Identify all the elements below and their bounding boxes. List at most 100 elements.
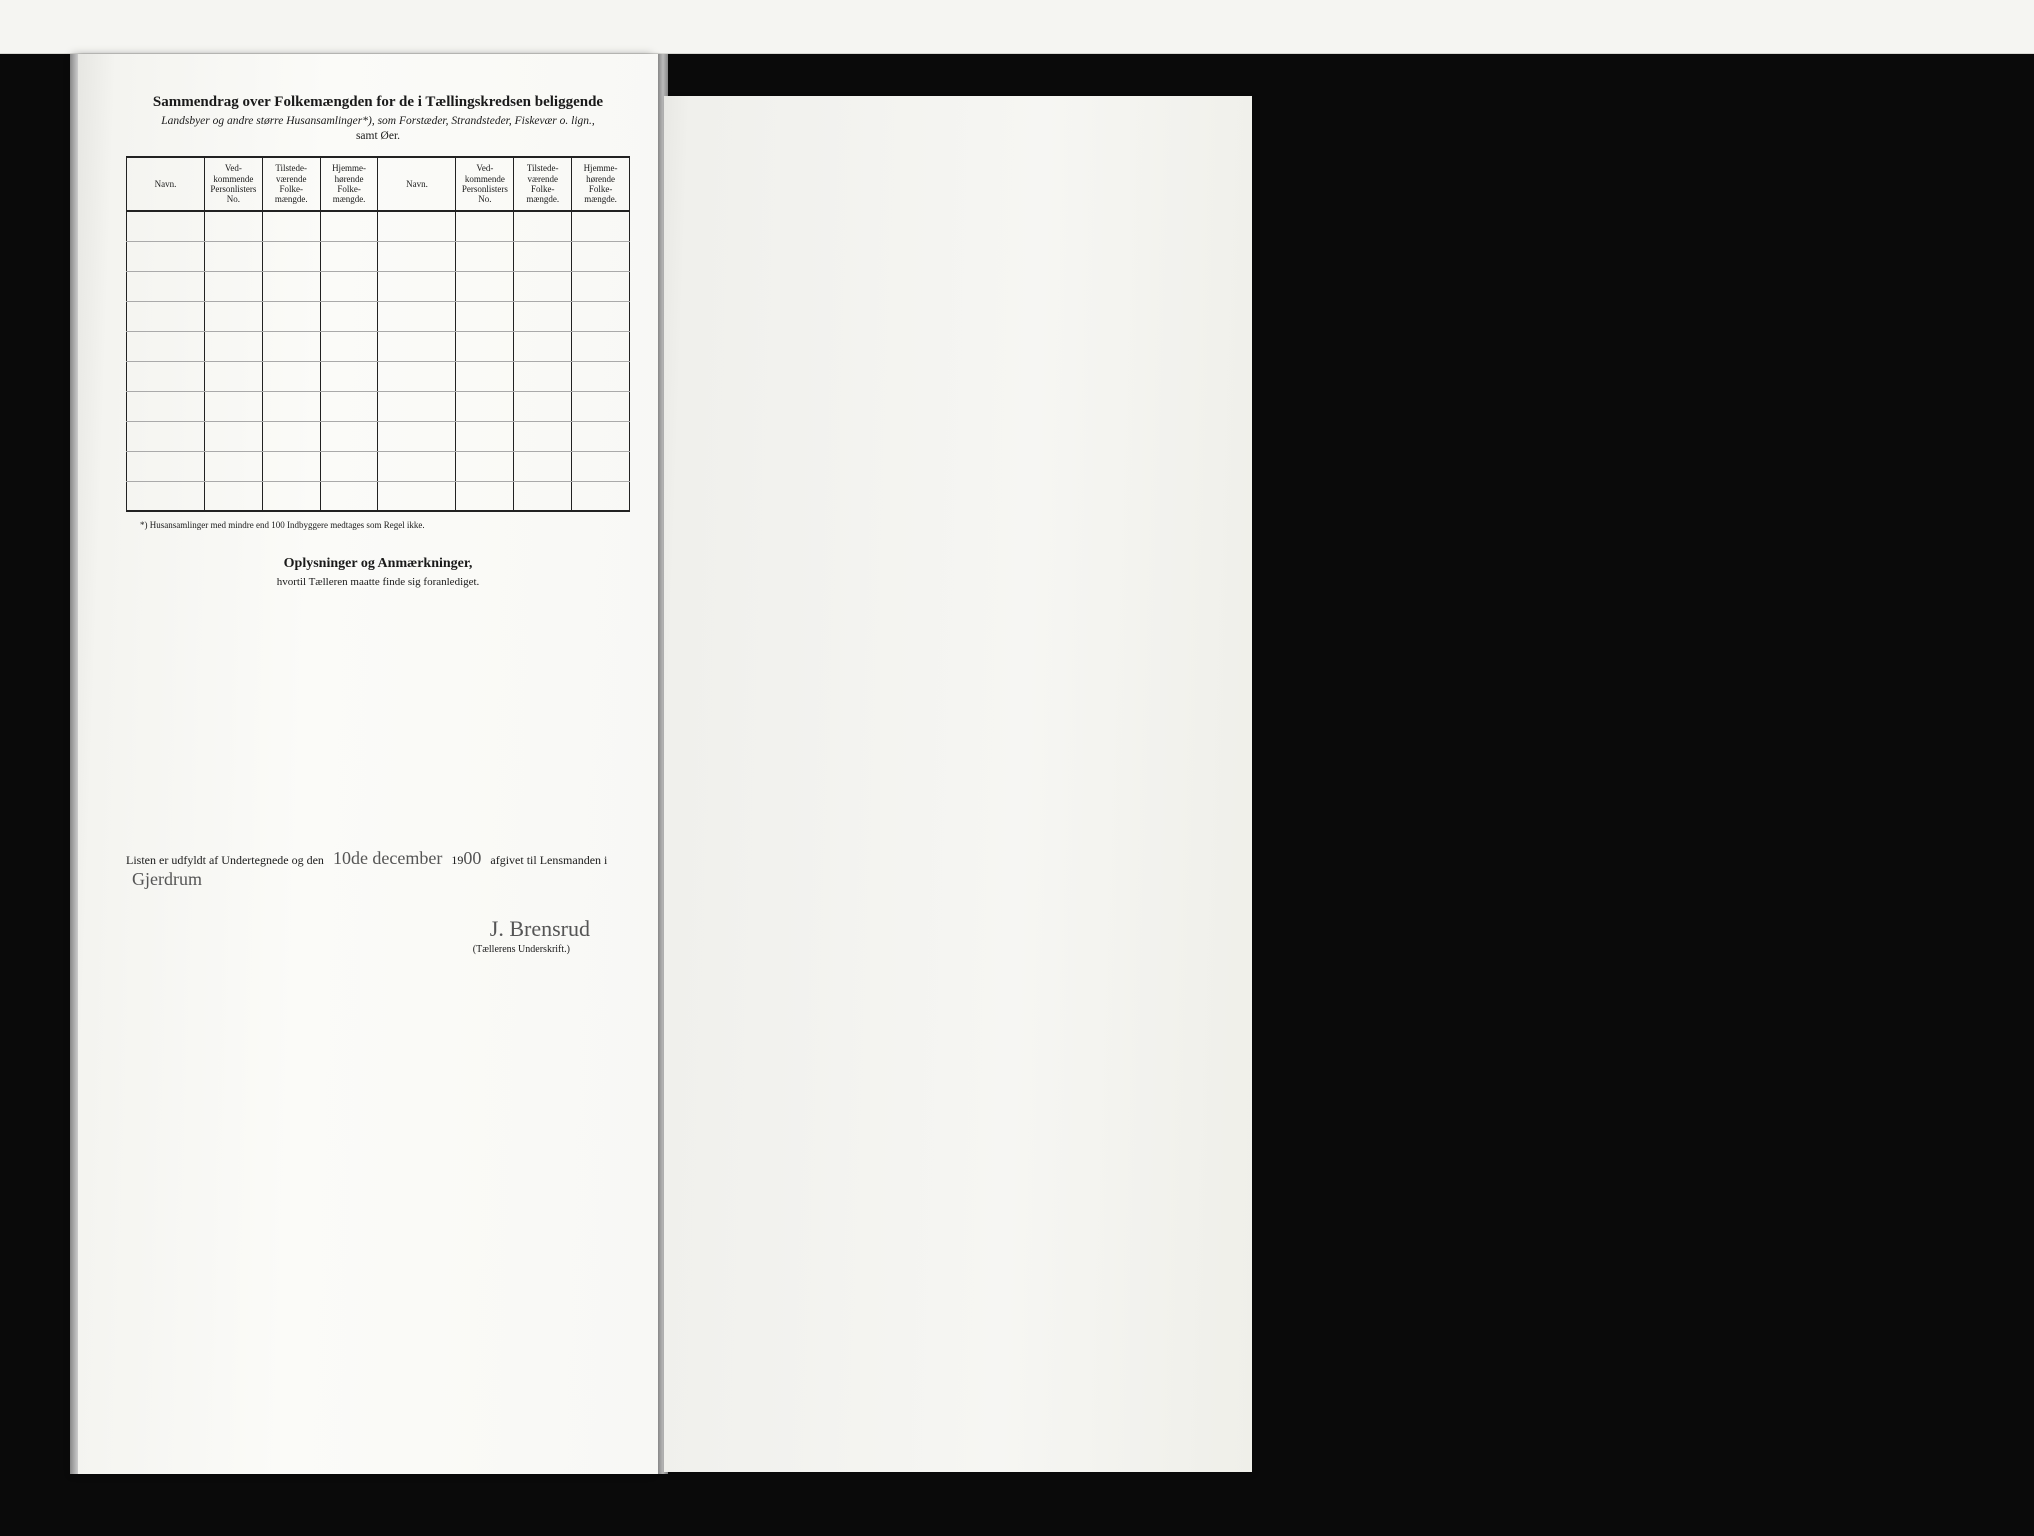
table-cell xyxy=(204,331,262,361)
table-row xyxy=(127,421,630,451)
table-cell xyxy=(572,421,630,451)
doc-title-main: Sammendrag over Folkemængden for de i Tæ… xyxy=(126,94,630,111)
table-cell xyxy=(378,421,456,451)
table-cell xyxy=(514,301,572,331)
table-cell xyxy=(127,361,205,391)
listen-date-hand: 10de december xyxy=(327,848,448,868)
table-cell xyxy=(514,451,572,481)
table-cell xyxy=(320,391,378,421)
table-cell xyxy=(514,361,572,391)
table-cell xyxy=(204,211,262,241)
listen-line: Listen er udfyldt af Undertegnede og den… xyxy=(126,848,630,890)
table-row xyxy=(127,451,630,481)
table-cell xyxy=(378,481,456,511)
table-row xyxy=(127,301,630,331)
table-cell xyxy=(514,481,572,511)
right-page-blank xyxy=(664,96,1252,1472)
table-cell xyxy=(456,241,514,271)
table-cell xyxy=(262,331,320,361)
table-cell xyxy=(127,481,205,511)
census-table: Navn. Ved- kommende Personlisters No. Ti… xyxy=(126,156,630,512)
table-cell xyxy=(262,301,320,331)
listen-place-hand: Gjerdrum xyxy=(126,869,208,889)
table-cell xyxy=(456,421,514,451)
table-cell xyxy=(320,481,378,511)
table-cell xyxy=(204,391,262,421)
listen-year-prefix: 19 xyxy=(451,853,463,867)
col-til-2: Tilstede- værende Folke- mængde. xyxy=(514,157,572,211)
table-cell xyxy=(204,361,262,391)
table-cell xyxy=(378,391,456,421)
table-cell xyxy=(127,421,205,451)
col-til-1: Tilstede- værende Folke- mængde. xyxy=(262,157,320,211)
table-row xyxy=(127,331,630,361)
table-cell xyxy=(572,241,630,271)
signature-label: (Tællerens Underskrift.) xyxy=(126,944,590,955)
table-cell xyxy=(456,331,514,361)
table-cell xyxy=(514,331,572,361)
table-cell xyxy=(514,241,572,271)
table-cell xyxy=(378,271,456,301)
table-cell xyxy=(456,391,514,421)
table-cell xyxy=(127,211,205,241)
table-cell xyxy=(262,241,320,271)
table-cell xyxy=(127,301,205,331)
table-cell xyxy=(127,391,205,421)
table-cell xyxy=(320,241,378,271)
table-cell xyxy=(320,331,378,361)
table-header-row: Navn. Ved- kommende Personlisters No. Ti… xyxy=(127,157,630,211)
table-cell xyxy=(456,301,514,331)
table-row xyxy=(127,481,630,511)
table-cell xyxy=(262,421,320,451)
table-row xyxy=(127,361,630,391)
footnote: *) Husansamlinger med mindre end 100 Ind… xyxy=(140,520,630,530)
col-navn-1: Navn. xyxy=(127,157,205,211)
table-body xyxy=(127,211,630,511)
table-cell xyxy=(456,361,514,391)
table-cell xyxy=(572,331,630,361)
table-row xyxy=(127,241,630,271)
table-cell xyxy=(456,481,514,511)
table-cell xyxy=(204,481,262,511)
film-top-strip xyxy=(0,0,2034,54)
table-cell xyxy=(204,301,262,331)
col-ved-1: Ved- kommende Personlisters No. xyxy=(204,157,262,211)
table-cell xyxy=(378,361,456,391)
table-row xyxy=(127,271,630,301)
table-cell xyxy=(378,451,456,481)
table-cell xyxy=(572,301,630,331)
table-cell xyxy=(378,241,456,271)
table-cell xyxy=(572,481,630,511)
table-cell xyxy=(262,211,320,241)
table-cell xyxy=(204,421,262,451)
table-cell xyxy=(320,301,378,331)
table-cell xyxy=(204,271,262,301)
table-cell xyxy=(320,361,378,391)
section2-sub: hvortil Tælleren maatte finde sig foranl… xyxy=(126,576,630,588)
table-cell xyxy=(456,451,514,481)
table-cell xyxy=(572,451,630,481)
table-cell xyxy=(514,271,572,301)
col-navn-2: Navn. xyxy=(378,157,456,211)
table-cell xyxy=(514,211,572,241)
table-cell xyxy=(378,301,456,331)
listen-mid: afgivet til Lensmanden i xyxy=(490,853,607,867)
col-hjem-2: Hjemme- hørende Folke- mængde. xyxy=(572,157,630,211)
table-cell xyxy=(127,241,205,271)
table-cell xyxy=(514,421,572,451)
table-cell xyxy=(572,211,630,241)
table-cell xyxy=(262,451,320,481)
table-cell xyxy=(262,391,320,421)
table-cell xyxy=(127,451,205,481)
doc-title-sub: Landsbyer og andre større Husansamlinger… xyxy=(126,115,630,127)
table-cell xyxy=(456,271,514,301)
table-cell xyxy=(320,211,378,241)
col-hjem-1: Hjemme- hørende Folke- mængde. xyxy=(320,157,378,211)
table-cell xyxy=(514,391,572,421)
col-ved-2: Ved- kommende Personlisters No. xyxy=(456,157,514,211)
table-row xyxy=(127,211,630,241)
table-cell xyxy=(456,211,514,241)
table-cell xyxy=(204,241,262,271)
table-cell xyxy=(572,361,630,391)
table-cell xyxy=(127,271,205,301)
